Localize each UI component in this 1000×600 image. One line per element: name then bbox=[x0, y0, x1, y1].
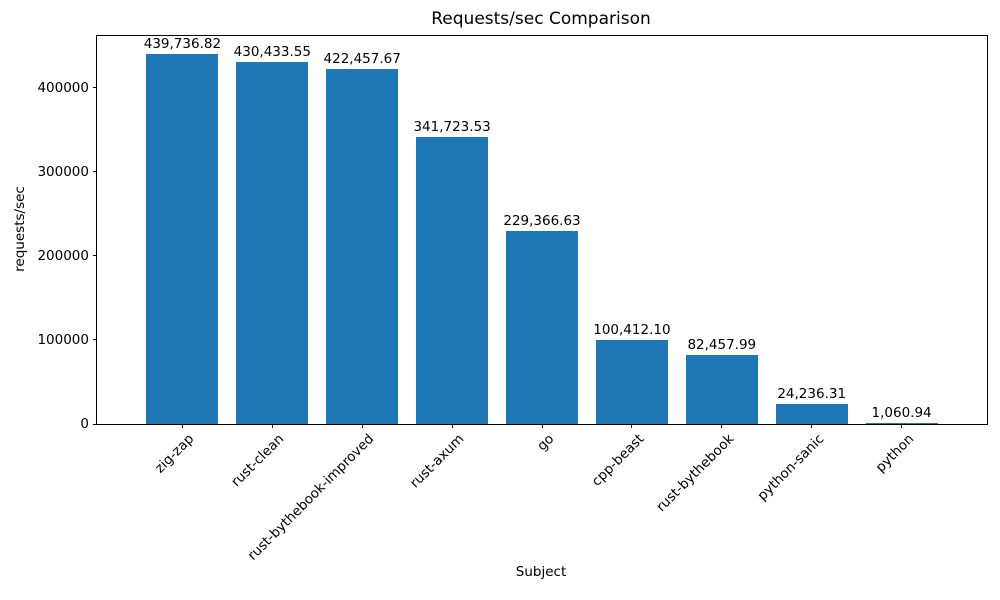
bar-value-label: 430,433.55 bbox=[233, 44, 311, 61]
x-tick bbox=[181, 424, 183, 428]
x-tick bbox=[631, 424, 633, 428]
y-tick bbox=[93, 87, 97, 89]
bar bbox=[326, 69, 399, 424]
bar-value-label: 439,736.82 bbox=[143, 36, 222, 53]
bar-value-label: 24,236.31 bbox=[777, 385, 847, 402]
x-tick bbox=[541, 424, 543, 428]
x-tick-label: rust-axum bbox=[407, 431, 468, 492]
x-tick bbox=[811, 424, 813, 428]
bar bbox=[595, 339, 668, 424]
x-tick bbox=[721, 424, 723, 428]
bar-value-label: 341,723.53 bbox=[413, 118, 491, 135]
y-axis-label: requests/sec bbox=[12, 186, 28, 272]
y-tick-label: 400000 bbox=[37, 79, 89, 96]
y-tick bbox=[93, 339, 97, 341]
bar-value-label: 229,366.63 bbox=[503, 213, 581, 230]
x-tick-label: rust-clean bbox=[228, 431, 288, 491]
bar bbox=[685, 354, 758, 424]
x-tick bbox=[361, 424, 363, 428]
bar bbox=[506, 231, 578, 424]
bar-value-label: 1,060.94 bbox=[871, 405, 932, 421]
x-tick bbox=[271, 424, 273, 428]
bar-value-label: 100,412.10 bbox=[593, 321, 671, 338]
y-tick-label: 0 bbox=[80, 416, 89, 432]
x-tick bbox=[901, 424, 903, 428]
y-tick-label: 300000 bbox=[37, 163, 89, 180]
bar-value-label: 82,457.99 bbox=[687, 336, 757, 353]
bar bbox=[865, 423, 938, 424]
x-tick-label: rust-bythebook bbox=[653, 431, 738, 516]
bar bbox=[236, 62, 309, 424]
x-tick-label: zig-zap bbox=[152, 431, 198, 477]
chart-title: Requests/sec Comparison bbox=[431, 9, 651, 29]
bar bbox=[775, 403, 848, 424]
y-tick bbox=[93, 255, 97, 257]
x-tick-label: python bbox=[872, 431, 917, 476]
y-tick-label: 200000 bbox=[37, 247, 89, 264]
y-tick-label: 100000 bbox=[37, 331, 89, 348]
bar bbox=[146, 54, 219, 424]
plot-area: 439,736.82 zig-zap 430,433.55 rust-clean 422… bbox=[37, 35, 988, 564]
x-tick bbox=[451, 424, 453, 428]
x-tick-label: python-sanic bbox=[754, 431, 828, 504]
y-tick bbox=[93, 171, 97, 173]
x-tick-label: go bbox=[534, 431, 558, 455]
bar-value-label: 422,457.67 bbox=[323, 51, 401, 67]
x-tick-label: cpp-beast bbox=[588, 431, 648, 490]
x-axis-label: Subject bbox=[515, 564, 567, 580]
y-tick bbox=[93, 423, 97, 425]
bar bbox=[416, 136, 489, 424]
